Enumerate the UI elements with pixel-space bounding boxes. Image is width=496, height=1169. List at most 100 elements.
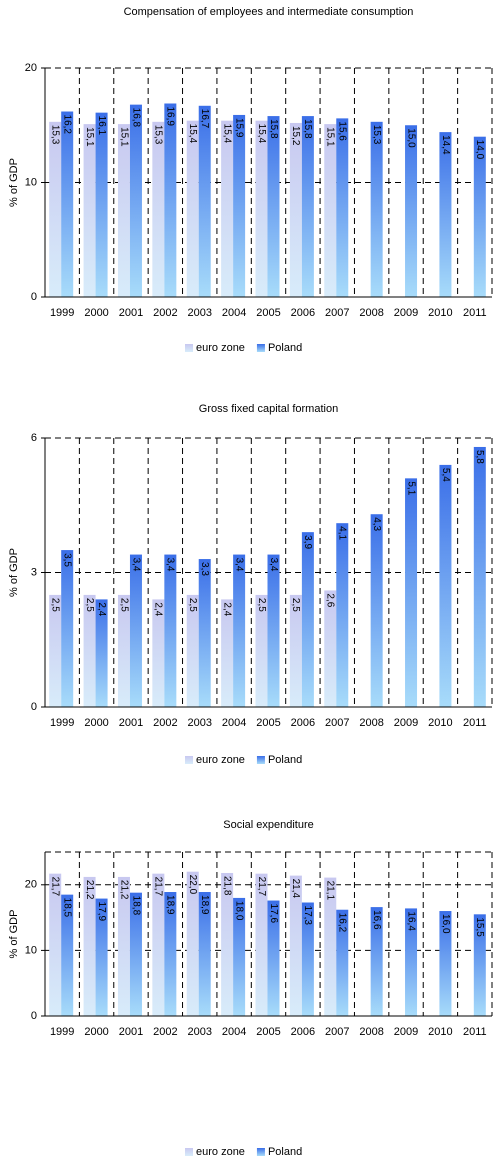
bar [473,914,486,1016]
bar [324,877,337,1016]
x-tick-label: 2003 [187,717,211,729]
value-label: 15,4 [256,124,267,144]
bar [370,121,383,297]
value-label: 15,3 [371,125,382,145]
legend-swatch [256,1148,265,1156]
value-label: 2,5 [84,598,95,612]
legend-swatch [185,1148,193,1156]
bar [439,132,452,297]
x-tick-label: 2002 [153,307,177,319]
x-tick-label: 2000 [84,307,108,319]
value-label: 15,1 [118,127,129,147]
bar [336,523,349,707]
bar [164,103,177,298]
value-label: 5,1 [405,481,416,495]
bar [117,124,130,297]
x-tick-label: 2000 [84,717,108,729]
legend-label: Poland [268,1146,302,1158]
bar [405,125,418,297]
x-tick-label: 2006 [291,307,315,319]
x-tick-label: 2001 [119,1026,143,1038]
bar [473,446,486,707]
x-tick-label: 1999 [50,307,74,319]
chart-title: Compensation of employees and intermedia… [124,6,414,18]
x-tick-label: 2007 [325,717,349,729]
bar [164,554,177,707]
x-tick-label: 2009 [394,307,418,319]
bar [152,121,165,297]
x-tick-label: 2004 [222,1026,246,1038]
bar [198,105,211,297]
value-label: 3,4 [130,558,141,572]
x-tick-label: 2004 [222,307,246,319]
y-tick-label: 0 [31,701,37,713]
bar [129,892,142,1016]
bar [255,873,268,1016]
value-label: 3,5 [62,553,73,567]
bar [405,478,418,707]
y-tick-label: 20 [25,62,37,74]
x-tick-label: 2001 [119,307,143,319]
x-tick-label: 2005 [256,717,280,729]
bar [289,875,302,1016]
value-label: 5,4 [440,468,451,482]
bar [405,908,418,1016]
x-tick-label: 2005 [256,307,280,319]
x-tick-label: 2008 [359,307,383,319]
bar [61,111,74,297]
value-label: 21,4 [290,879,301,899]
value-label: 3,4 [233,558,244,572]
bar [83,594,96,707]
bar [439,911,452,1016]
value-label: 3,3 [199,562,210,576]
value-label: 14,0 [474,140,485,160]
value-label: 17,3 [302,906,313,926]
value-label: 15,3 [153,125,164,145]
value-label: 16,6 [371,910,382,930]
x-tick-label: 2003 [187,307,211,319]
value-label: 15,3 [50,125,61,145]
x-tick-label: 2008 [359,717,383,729]
bar [233,554,246,707]
value-label: 21,7 [50,877,61,897]
bar [289,122,302,298]
bar [301,902,314,1016]
value-label: 2,5 [290,598,301,612]
bar [49,873,62,1016]
legend-swatch [185,756,193,764]
legend-label: Poland [268,342,302,354]
bar [186,871,199,1016]
x-tick-label: 2006 [291,1026,315,1038]
bar [324,124,337,297]
value-label: 15,4 [221,124,232,144]
value-label: 21,1 [325,881,336,901]
bar [61,894,74,1016]
bar [186,594,199,707]
value-label: 2,4 [153,602,164,616]
value-label: 2,5 [256,598,267,612]
bar [49,121,62,297]
value-label: 16,2 [62,115,73,135]
bar [336,909,349,1016]
x-tick-label: 2007 [325,307,349,319]
value-label: 21,7 [256,877,267,897]
value-label: 15,0 [405,128,416,148]
bar [152,873,165,1016]
bar [152,599,165,707]
x-tick-label: 2010 [428,717,452,729]
chart-title: Social expenditure [223,819,314,831]
x-tick-label: 2000 [84,1026,108,1038]
bar [164,892,177,1016]
y-tick-label: 20 [25,879,37,891]
bar [129,104,142,297]
value-label: 17,9 [96,902,107,922]
bar [61,550,74,707]
value-label: 2,4 [221,602,232,616]
bar [83,876,96,1016]
legend-label: Poland [268,754,302,766]
bar [198,892,211,1016]
bar [221,872,234,1016]
bar [289,594,302,707]
value-label: 22,0 [187,875,198,895]
bar [83,124,96,297]
